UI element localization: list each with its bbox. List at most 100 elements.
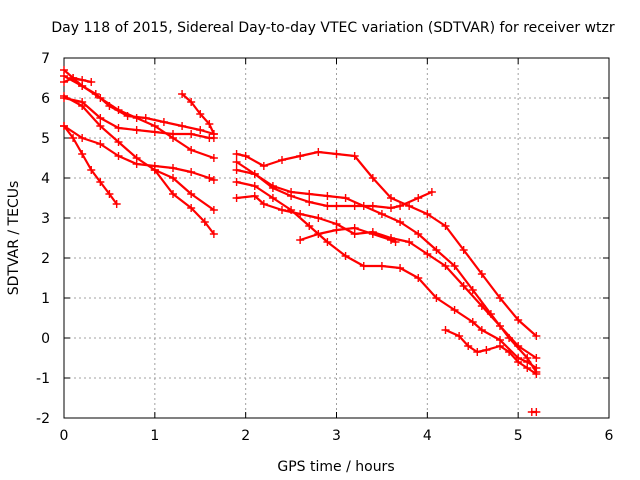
x-tick-label: 3 [332, 428, 341, 444]
data-point [96, 94, 105, 102]
x-axis-ticks: 0 1 2 3 4 5 6 [60, 58, 614, 444]
data-point [450, 262, 459, 270]
x-tick-label: 5 [514, 428, 523, 444]
data-point [432, 246, 441, 254]
data-point [87, 78, 96, 86]
data-point [414, 194, 423, 202]
data-point [141, 114, 150, 122]
data-point [209, 176, 218, 184]
data-point [112, 200, 121, 208]
data-point [187, 168, 196, 176]
x-tick-label: 0 [60, 428, 69, 444]
data-point [169, 174, 177, 182]
data-point [482, 346, 491, 354]
series-arc-15 [296, 224, 400, 246]
data-point [114, 106, 123, 114]
data-point [178, 122, 187, 130]
x-tick-label: 4 [423, 428, 432, 444]
data-point [368, 174, 377, 182]
data-point [464, 342, 473, 350]
data-point [169, 130, 177, 138]
data-point [514, 342, 523, 350]
data-point [259, 162, 268, 170]
series-line [62, 124, 215, 182]
data-point [196, 110, 205, 118]
series-line [235, 160, 433, 210]
data-point [441, 326, 450, 334]
data-point [323, 238, 332, 246]
series-arc-10 [232, 148, 541, 340]
data-point [332, 226, 341, 234]
data-point [196, 126, 205, 134]
data-point [368, 230, 377, 238]
x-tick-label: 2 [241, 428, 250, 444]
data-point [78, 82, 87, 90]
data-point [60, 122, 68, 130]
data-point [159, 118, 168, 126]
data-point [532, 370, 541, 378]
data-point [187, 130, 196, 138]
data-point [78, 102, 87, 110]
data-point [477, 270, 486, 278]
data-point [250, 192, 259, 200]
data-point [78, 150, 87, 158]
data-point [132, 114, 141, 122]
data-point [278, 206, 286, 214]
data-point [496, 322, 504, 330]
x-tick-label: 6 [605, 428, 614, 444]
data-point [105, 190, 114, 198]
data-point [87, 166, 96, 174]
data-point [514, 358, 523, 366]
data-point [78, 134, 87, 142]
series-arc-17 [527, 408, 541, 416]
data-point [232, 158, 241, 166]
data-point [423, 250, 432, 258]
data-point [459, 246, 468, 254]
data-point [341, 252, 350, 260]
series-arc-12 [232, 166, 541, 376]
data-point [441, 262, 450, 270]
data-point [396, 202, 405, 210]
data-point [377, 262, 386, 270]
data-point [414, 230, 423, 238]
data-point [69, 134, 78, 142]
data-point [132, 126, 141, 134]
data-point [368, 202, 377, 210]
data-point [241, 152, 250, 160]
data-point [323, 202, 332, 210]
series-arc-7 [60, 122, 121, 208]
chart-title: Day 118 of 2015, Sidereal Day-to-day VTE… [51, 20, 615, 36]
data-point [450, 306, 459, 314]
data-point [387, 194, 395, 202]
data-point [187, 146, 196, 154]
data-point [414, 274, 423, 282]
data-point [232, 150, 241, 158]
data-point [314, 148, 323, 156]
data-point [132, 160, 141, 168]
x-axis-label: GPS time / hours [277, 459, 394, 475]
data-point [396, 218, 405, 226]
data-point [359, 262, 368, 270]
data-point [114, 138, 123, 146]
data-point [427, 188, 436, 196]
series-arc-13 [232, 178, 541, 372]
data-point [205, 120, 214, 128]
y-axis-label: SDTVAR / TECUs [6, 181, 22, 296]
data-point [459, 282, 468, 290]
y-tick-label: 5 [41, 131, 50, 147]
data-point [350, 202, 359, 210]
data-point [278, 156, 286, 164]
data-point [114, 152, 123, 160]
data-point [187, 98, 196, 106]
data-point [96, 122, 105, 130]
series-line [444, 328, 538, 376]
data-point [96, 140, 105, 148]
series-line [235, 168, 538, 374]
data-point [305, 222, 314, 230]
grid-lines [64, 58, 609, 418]
data-point [178, 90, 187, 98]
data-point [209, 206, 218, 214]
data-point [496, 342, 504, 350]
series-arc-14 [232, 192, 541, 362]
series-arc-3 [60, 72, 218, 162]
